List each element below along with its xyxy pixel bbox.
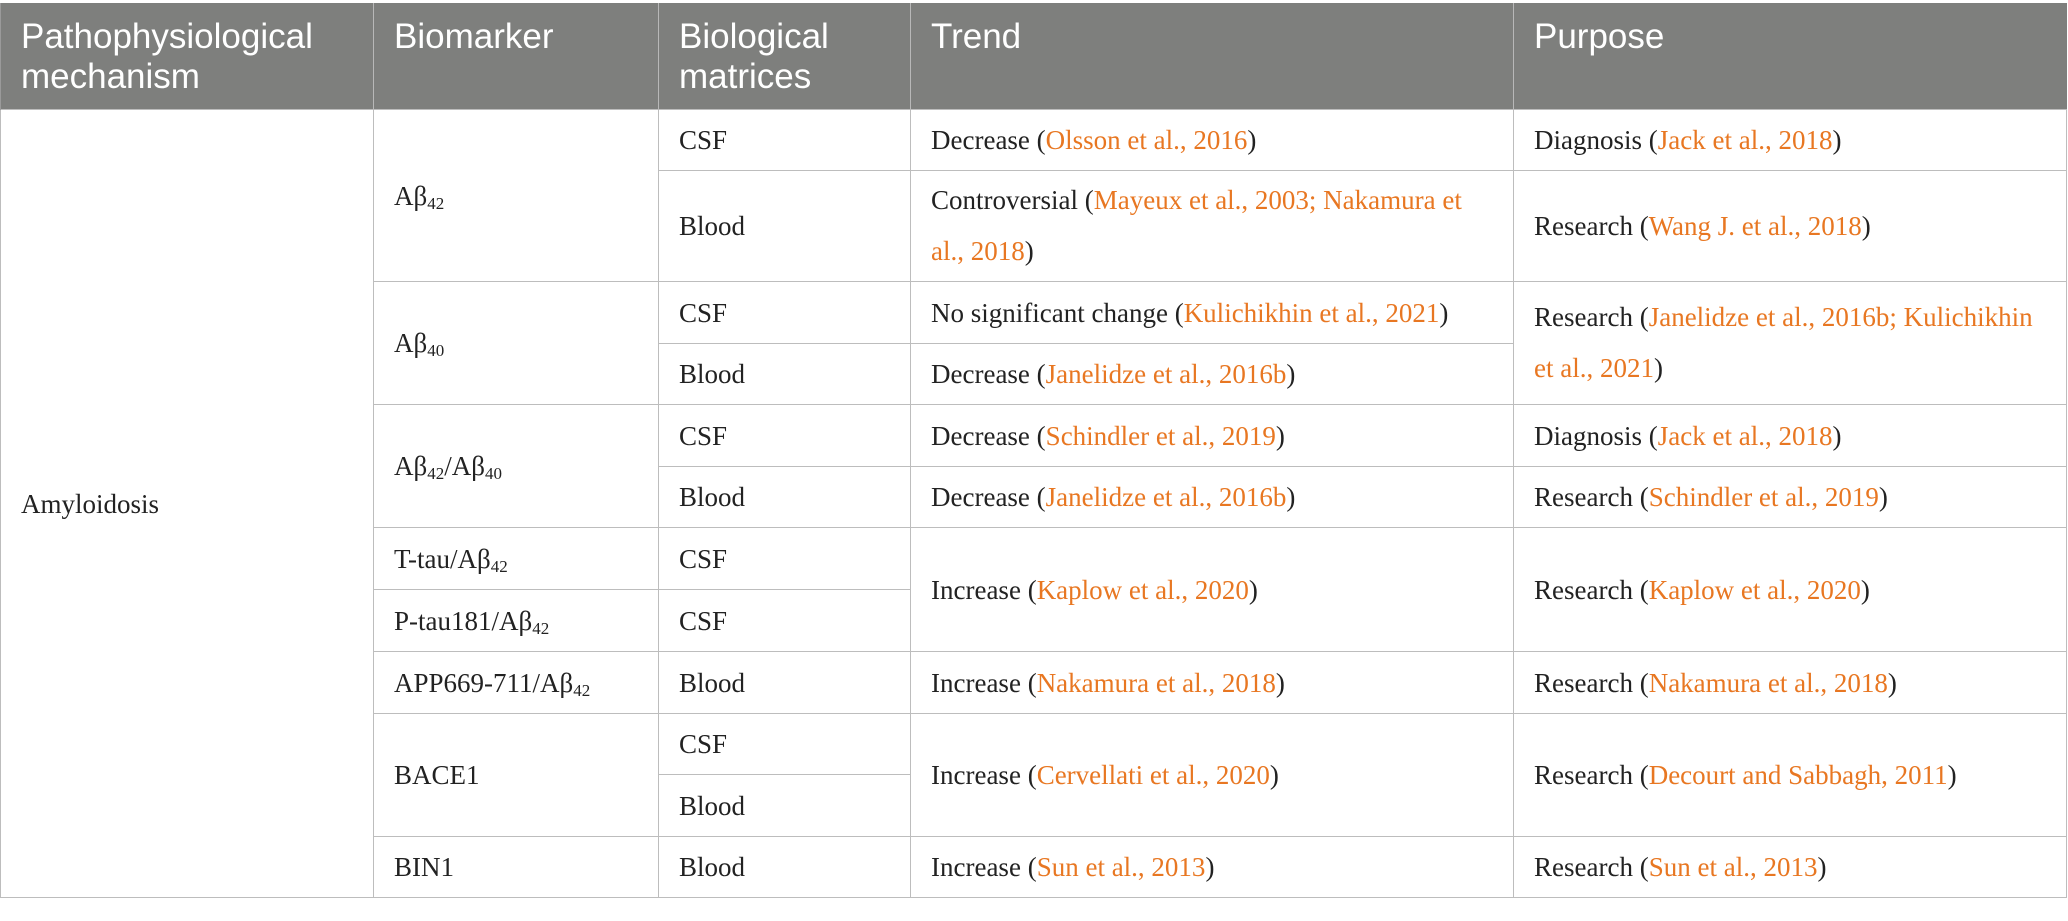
matrix-cell: CSF <box>658 404 911 467</box>
trend-cell: Controversial (Mayeux et al., 2003; Naka… <box>910 170 1514 282</box>
reference-link[interactable]: Schindler et al., 2019 <box>1045 420 1276 451</box>
table-row: Blood <box>1 774 2067 837</box>
table-row: Aβ40 CSF No significant change (Kulichik… <box>1 281 2067 405</box>
header-matrices: Biological matrices <box>658 3 911 110</box>
header-row: Pathophysiological mechanism Biomarker B… <box>0 3 2067 110</box>
table-row: Aβ42/Aβ40 CSF Decrease (Schindler et al.… <box>1 404 2067 528</box>
reference-link[interactable]: Schindler et al., 2019 <box>1648 482 1879 512</box>
reference-link[interactable]: Jack et al., 2018 <box>1657 125 1833 155</box>
table-row: Blood Decrease (Janelidze et al., 2016b)… <box>1 466 2067 528</box>
header-purpose: Purpose <box>1513 3 2067 110</box>
matrix-cell: CSF <box>658 589 911 652</box>
purpose-cell: Research (Decourt and Sabbagh, 2011) <box>1513 713 2067 837</box>
matrix-cell: Blood <box>658 170 911 282</box>
purpose-cell: Research (Nakamura et al., 2018) <box>1513 651 2067 714</box>
purpose-cell: Research (Schindler et al., 2019) <box>1513 466 2067 528</box>
trend-cell: Increase (Cervellati et al., 2020) <box>910 713 1514 837</box>
purpose-cell: Research (Sun et al., 2013) <box>1513 836 2067 898</box>
purpose-cell: Research (Kaplow et al., 2020) <box>1513 527 2067 652</box>
reference-link[interactable]: Nakamura et al., 2018 <box>1036 667 1276 698</box>
header-trend: Trend <box>910 3 1514 110</box>
matrix-cell: Blood <box>658 466 911 528</box>
table-row: APP669-711/Aβ42 Blood Increase (Nakamura… <box>1 651 2067 714</box>
reference-link[interactable]: Mayeux et al., 2003; Nakamura et al., 20… <box>931 185 1462 266</box>
header-biomarker: Biomarker <box>373 3 659 110</box>
matrix-cell: CSF <box>658 527 911 590</box>
table-row: Amyloidosis Aβ42 CSF Decrease (Olsson et… <box>0 109 2067 898</box>
trend-cell: Decrease (Olsson et al., 2016) <box>910 109 1514 171</box>
reference-link[interactable]: Janelidze et al., 2016b <box>1045 482 1287 512</box>
biomarker-cell: Aβ40 <box>373 281 659 405</box>
trend-cell: Decrease (Janelidze et al., 2016b) <box>910 343 1514 405</box>
purpose-cell: Diagnosis (Jack et al., 2018) <box>1513 404 2067 467</box>
mechanism-cell: Amyloidosis <box>0 109 374 898</box>
trend-cell: Increase (Sun et al., 2013) <box>910 836 1514 898</box>
biomarker-cell: BIN1 <box>373 836 659 898</box>
biomarker-cell: P-tau181/Aβ42 <box>373 589 659 652</box>
reference-link[interactable]: Sun et al., 2013 <box>1648 852 1818 882</box>
biomarker-cell: BACE1 <box>373 713 659 837</box>
biomarker-cell: APP669-711/Aβ42 <box>373 651 659 714</box>
matrix-cell: CSF <box>658 713 911 775</box>
reference-link[interactable]: Sun et al., 2013 <box>1036 852 1206 882</box>
biomarker-cell: Aβ42/Aβ40 <box>373 404 659 528</box>
reference-link[interactable]: Olsson et al., 2016 <box>1045 125 1248 155</box>
biomarker-cell: T-tau/Aβ42 <box>373 527 659 590</box>
reference-link[interactable]: Janelidze et al., 2016b <box>1045 359 1287 389</box>
table-row: T-tau/Aβ42 CSF Increase (Kaplow et al., … <box>1 527 2067 652</box>
reference-link[interactable]: Wang J. et al., 2018 <box>1648 211 1862 241</box>
reference-link[interactable]: Cervellati et al., 2020 <box>1036 760 1270 790</box>
biomarker-table: Pathophysiological mechanism Biomarker B… <box>0 3 2067 898</box>
matrix-cell: CSF <box>658 281 911 344</box>
table-row: P-tau181/Aβ42 CSF <box>1 589 2067 652</box>
matrix-cell: Blood <box>658 774 911 837</box>
reference-link[interactable]: Kaplow et al., 2020 <box>1648 574 1861 605</box>
header-mechanism: Pathophysiological mechanism <box>0 3 374 110</box>
reference-link[interactable]: Kulichikhin et al., 2021 <box>1183 297 1440 328</box>
table-row: BIN1 Blood Increase (Sun et al., 2013) R… <box>1 836 2067 898</box>
trend-cell: Increase (Kaplow et al., 2020) <box>910 527 1514 652</box>
matrix-cell: Blood <box>658 651 911 714</box>
biomarker-cell: Aβ42 <box>373 109 659 282</box>
reference-link[interactable]: Jack et al., 2018 <box>1657 420 1833 451</box>
trend-cell: Increase (Nakamura et al., 2018) <box>910 651 1514 714</box>
table-row: Blood Controversial (Mayeux et al., 2003… <box>1 170 2067 282</box>
purpose-cell: Research (Wang J. et al., 2018) <box>1513 170 2067 282</box>
matrix-cell: Blood <box>658 343 911 405</box>
reference-link[interactable]: Kaplow et al., 2020 <box>1036 574 1249 605</box>
matrix-cell: Blood <box>658 836 911 898</box>
purpose-cell: Diagnosis (Jack et al., 2018) <box>1513 109 2067 171</box>
purpose-cell: Research (Janelidze et al., 2016b; Kulic… <box>1513 281 2067 405</box>
reference-link[interactable]: Nakamura et al., 2018 <box>1648 667 1888 698</box>
trend-cell: Decrease (Schindler et al., 2019) <box>910 404 1514 467</box>
trend-cell: Decrease (Janelidze et al., 2016b) <box>910 466 1514 528</box>
matrix-cell: CSF <box>658 109 911 171</box>
trend-cell: No significant change (Kulichikhin et al… <box>910 281 1514 344</box>
reference-link[interactable]: Decourt and Sabbagh, 2011 <box>1648 760 1948 790</box>
reference-link[interactable]: Janelidze et al., 2016b; Kulichikhin et … <box>1534 302 2033 383</box>
